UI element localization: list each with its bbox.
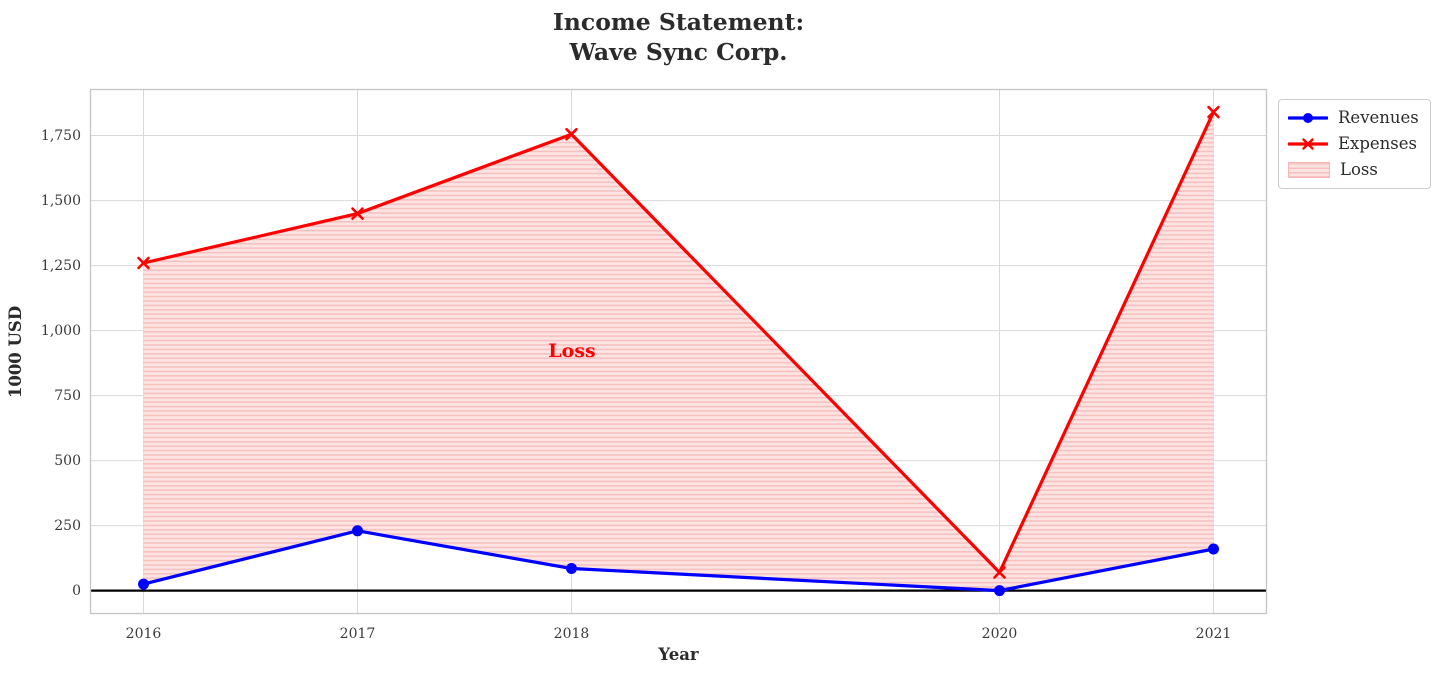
- y-tick-label: 750: [54, 388, 81, 404]
- x-tick-label: 2020: [982, 626, 1018, 642]
- expenses-marker: [993, 566, 1006, 579]
- y-tick-label: 500: [54, 453, 81, 469]
- expenses-line-icon: [1288, 137, 1328, 150]
- x-tick-label: 2018: [554, 626, 590, 642]
- expenses-marker: [565, 127, 578, 141]
- y-tick-label: 1,500: [41, 193, 81, 209]
- revenues-marker: [138, 578, 149, 590]
- loss-annotation: Loss: [548, 340, 596, 362]
- loss-area: [143, 112, 1214, 591]
- legend-item-loss: Loss: [1288, 160, 1419, 179]
- revenues-marker: [994, 585, 1005, 597]
- x-axis-label: Year: [658, 645, 699, 664]
- legend-label: Revenues: [1338, 108, 1419, 127]
- y-tick-label: 0: [72, 583, 81, 599]
- axes-frame: [89, 88, 1268, 615]
- expenses-marker: [351, 207, 364, 220]
- revenues-marker: [1208, 543, 1219, 555]
- revenues-marker: [566, 563, 577, 574]
- y-tick-label: 1,750: [41, 128, 81, 144]
- y-tick-label: 250: [54, 518, 81, 534]
- x-tick-label: 2017: [340, 626, 376, 642]
- loss-patch-icon: [1288, 161, 1330, 178]
- legend-label: Loss: [1340, 160, 1378, 179]
- y-tick-label: 1,250: [41, 258, 81, 274]
- y-tick-label: 1,000: [41, 323, 81, 339]
- legend: Revenues Expenses Loss: [1278, 99, 1431, 189]
- legend-label: Expenses: [1338, 134, 1418, 153]
- x-tick-label: 2016: [126, 626, 162, 642]
- revenues-marker: [352, 525, 363, 537]
- expenses-marker: [1207, 105, 1220, 119]
- y-axis-label: 1000 USD: [6, 305, 25, 399]
- revenues-line-icon: [1288, 112, 1328, 123]
- legend-item-revenues: Revenues: [1288, 108, 1419, 127]
- chart-title: Income Statement: Wave Sync Corp.: [552, 8, 805, 66]
- x-tick-label: 2021: [1196, 626, 1232, 642]
- legend-item-expenses: Expenses: [1288, 134, 1419, 153]
- expenses-marker: [137, 256, 150, 270]
